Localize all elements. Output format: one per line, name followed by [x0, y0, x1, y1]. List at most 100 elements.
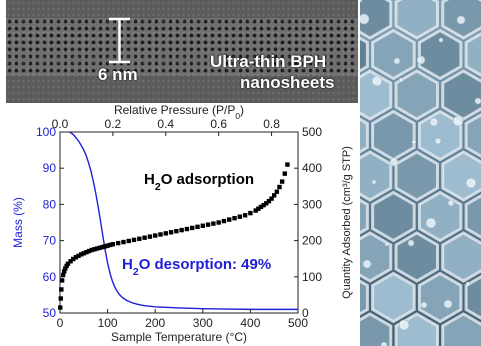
adsorption-point-47	[227, 217, 232, 222]
adsorption-point-6	[63, 266, 68, 271]
water-droplet-9	[447, 199, 455, 207]
adsorption-point-33	[153, 233, 158, 238]
honeycomb-cell-10	[360, 36, 369, 73]
adsorption-point-50	[242, 213, 248, 218]
adsorption-point-51	[248, 210, 253, 216]
honeycomb-cell-48	[441, 312, 481, 346]
desorption-annotation-part-0: H	[122, 256, 133, 273]
adsorption-point-64	[285, 162, 290, 167]
adsorption-point-26	[115, 240, 121, 246]
adsorption-point-19	[94, 246, 100, 251]
adsorption-point-41	[195, 224, 200, 230]
honeycomb-cell-18	[441, 69, 481, 121]
desorption-annotation: H2O desorption: 49%	[122, 256, 271, 278]
adsorption-point-20	[97, 245, 102, 251]
tem-caption-line1: Ultra-thin BPH	[210, 52, 327, 71]
left-tick-label-80: 80	[43, 197, 57, 211]
bottom-tick-label-100: 100	[98, 316, 118, 330]
bottom-axis-title: Sample Temperature (°C)	[111, 330, 247, 344]
adsorption-point-8	[65, 261, 71, 266]
adsorption-point-12	[76, 253, 81, 258]
adsorption-point-63	[282, 171, 287, 176]
top-axis-title-part-1: 0	[235, 111, 240, 121]
honeycomb-cell-12	[417, 28, 463, 81]
right-tick-label-400: 400	[302, 161, 322, 175]
water-droplet-14	[389, 157, 399, 167]
top-axis-title-part-0: Relative Pressure (P/P	[114, 103, 235, 117]
chart-panel: 0 100 200 300 400 500 0.0 0.2 0.4 0.6 0.8 50 60 70 80 9…	[0, 103, 360, 346]
honeycomb-cell-36	[360, 231, 393, 283]
honeycomb-cell-6	[360, 0, 393, 40]
adsorption-point-52	[253, 208, 258, 213]
honeycomb-cell-46	[360, 312, 393, 346]
water-droplet-13	[474, 97, 481, 105]
adsorption-annotation: H2O adsorption	[144, 171, 254, 193]
adsorption-point-13	[78, 252, 84, 257]
scale-bar	[109, 17, 130, 64]
water-droplet-0	[360, 0, 363, 3]
bottom-tick-label-300: 300	[193, 316, 213, 330]
honeycomb-cell-41	[371, 271, 416, 324]
water-droplet-24	[398, 77, 404, 83]
adsorption-point-3	[59, 278, 65, 283]
adsorption-point-46	[221, 218, 227, 224]
left-tick-label-100: 100	[36, 125, 56, 139]
honeycomb-cell-23	[464, 113, 481, 158]
adsorption-annotation-part-0: H	[144, 171, 155, 188]
adsorption-point-49	[237, 214, 243, 219]
adsorption-annotation-part-2: O adsorption	[161, 171, 254, 188]
right-axis-title: Quantity Adsorbed (cm³/g STP)	[341, 146, 353, 299]
honeycomb-cell-27	[394, 150, 439, 202]
honeycomb-cell-17	[394, 69, 439, 121]
honeycomb-cell-40	[360, 279, 369, 316]
adsorption-point-23	[105, 243, 110, 248]
honeycomb-cell-20	[360, 117, 369, 154]
top-tick-label-1: 0.2	[105, 117, 122, 131]
water-droplet-20	[371, 179, 377, 185]
tem-image-panel: 6 nm Ultra-thin BPH nanosheets	[6, 0, 358, 103]
water-droplet-21	[407, 239, 415, 247]
water-droplet-7	[371, 75, 383, 87]
bottom-tick-label-500: 500	[288, 316, 308, 330]
desorption-annotation-part-2: O desorption: 49%	[139, 256, 272, 273]
adsorption-point-34	[158, 232, 163, 237]
honeycomb-cell-26	[360, 150, 393, 202]
scale-bar-label: 6 nm	[98, 65, 138, 84]
adsorption-point-2	[59, 287, 64, 292]
honeycomb-droplet-illustration	[360, 0, 481, 346]
left-tick-label-90: 90	[43, 161, 57, 175]
honeycomb-cell-33	[464, 194, 481, 239]
water-droplet-22	[443, 299, 453, 309]
adsorption-point-55	[261, 202, 266, 208]
bottom-tick-label-400: 400	[240, 316, 260, 330]
water-droplet-17	[380, 341, 388, 346]
right-tick-label-200: 200	[302, 234, 322, 248]
lattice-fringes-image	[6, 18, 358, 76]
water-droplet-12	[438, 37, 444, 43]
left-tick-label-70: 70	[43, 234, 57, 248]
honeycomb-cell-30	[360, 198, 369, 235]
honeycomb-cell-38	[441, 231, 481, 283]
top-tick-label-0: 0.0	[52, 117, 69, 131]
adsorption-point-1	[58, 296, 63, 301]
tem-caption-line2: nanosheets	[240, 73, 335, 92]
left-tick-label-50: 50	[43, 306, 57, 320]
top-axis-title: Relative Pressure (P/P0)	[114, 103, 244, 121]
adsorption-point-11	[73, 255, 79, 260]
water-droplet-honeycomb-image	[360, 0, 481, 346]
adsorption-point-38	[179, 227, 184, 233]
adsorption-point-30	[137, 236, 142, 241]
adsorption-point-40	[190, 225, 195, 231]
water-droplet-23	[360, 13, 370, 25]
top-axis-title-part-2: )	[240, 103, 244, 117]
adsorption-point-59	[272, 193, 277, 198]
desorption-annotation-part-1: 2	[133, 266, 139, 278]
adsorption-point-21	[100, 244, 105, 250]
adsorption-point-44	[211, 221, 216, 226]
honeycomb-cell-22	[417, 109, 463, 162]
honeycomb-cell-37	[394, 231, 439, 283]
water-droplet-5	[420, 301, 428, 309]
honeycomb-cell-32	[417, 190, 463, 243]
adsorption-point-22	[102, 244, 108, 249]
